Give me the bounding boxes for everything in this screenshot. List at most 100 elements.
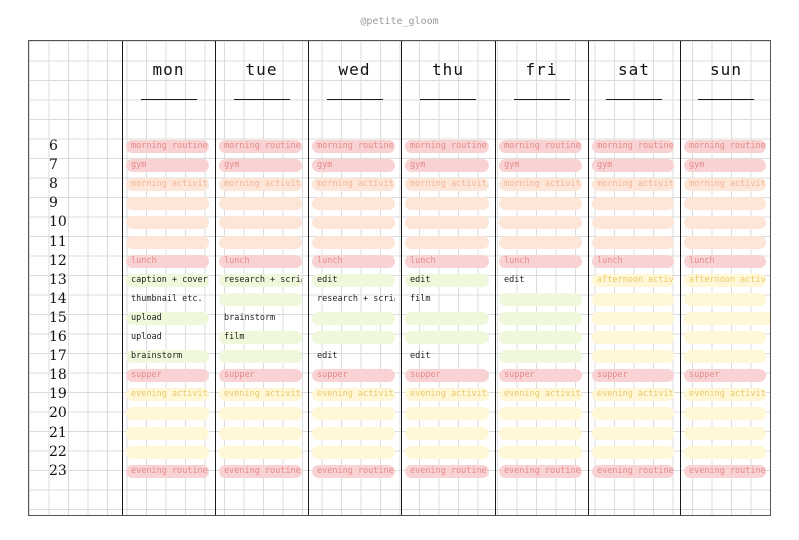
evening-activities-slot bbox=[219, 445, 302, 459]
morning-activities-slot bbox=[499, 216, 582, 230]
morning-activities-slot bbox=[312, 216, 395, 230]
evening-activities-block: evening activities bbox=[126, 388, 209, 402]
hour-label: 15 bbox=[49, 309, 67, 326]
afternoon-activities-slot bbox=[684, 331, 766, 344]
evening-activities-slot bbox=[499, 445, 582, 459]
supper-block: supper bbox=[405, 369, 489, 383]
lunch-block: lunch bbox=[405, 254, 489, 268]
task-block: brainstorm bbox=[224, 312, 276, 323]
morning-activities-block: morning activities bbox=[219, 178, 302, 192]
evening-routine-block: evening routine bbox=[684, 464, 766, 478]
evening-activities-slot bbox=[405, 426, 489, 440]
hour-label: 8 bbox=[49, 176, 58, 193]
morning-activities-block: morning activities bbox=[126, 178, 209, 192]
task-block: edit bbox=[312, 273, 395, 287]
gym-block: gym bbox=[592, 159, 674, 173]
morning-activities-slot bbox=[684, 197, 766, 211]
gym-block: gym bbox=[219, 159, 302, 173]
supper-block: supper bbox=[219, 369, 302, 383]
morning-activities-block: morning activities bbox=[312, 178, 395, 192]
day-underline bbox=[698, 99, 754, 100]
evening-activities-slot bbox=[312, 445, 395, 459]
morning-activities-slot bbox=[219, 235, 302, 249]
morning-routine-block: morning routine bbox=[499, 140, 582, 153]
day-header-fri: fri bbox=[495, 41, 588, 111]
morning-activities-slot bbox=[684, 235, 766, 249]
morning-routine-block: morning routine bbox=[405, 140, 489, 153]
morning-activities-slot bbox=[126, 216, 209, 230]
gym-block: gym bbox=[405, 159, 489, 173]
hour-label: 9 bbox=[49, 195, 58, 212]
evening-activities-slot bbox=[592, 426, 674, 440]
day-header-tue: tue bbox=[215, 41, 308, 111]
hour-label: 11 bbox=[49, 233, 67, 250]
day-underline bbox=[606, 99, 662, 100]
task-block: edit bbox=[405, 273, 489, 287]
morning-activities-slot bbox=[219, 197, 302, 211]
afternoon-activities-slot bbox=[592, 292, 674, 306]
evening-activities-slot bbox=[499, 426, 582, 440]
gym-block: gym bbox=[126, 159, 209, 173]
evening-activities-slot bbox=[219, 407, 302, 421]
morning-activities-slot bbox=[499, 235, 582, 249]
task-block: film bbox=[410, 293, 431, 304]
column-divider bbox=[308, 41, 309, 515]
day-name: tue bbox=[245, 60, 278, 79]
lunch-block: lunch bbox=[499, 254, 582, 268]
evening-activities-slot bbox=[126, 445, 209, 459]
hour-label: 20 bbox=[49, 405, 67, 422]
evening-activities-slot bbox=[405, 407, 489, 421]
afternoon-activities-slot bbox=[684, 350, 766, 364]
evening-activities-slot bbox=[312, 426, 395, 440]
afternoon-activities-slot bbox=[592, 331, 674, 344]
evening-routine-block: evening routine bbox=[219, 464, 302, 478]
hour-label: 10 bbox=[49, 214, 67, 231]
hour-label: 22 bbox=[49, 443, 67, 460]
evening-routine-block: evening routine bbox=[126, 464, 209, 478]
day-name: mon bbox=[152, 60, 185, 79]
afternoon-activities-slot bbox=[592, 350, 674, 364]
afternoon-slot bbox=[312, 331, 395, 344]
morning-activities-slot bbox=[405, 197, 489, 211]
afternoon-slot bbox=[499, 292, 582, 306]
evening-activities-slot bbox=[684, 407, 766, 421]
afternoon-slot bbox=[219, 350, 302, 364]
evening-activities-block: evening activities bbox=[499, 388, 582, 402]
hour-label: 23 bbox=[49, 462, 67, 479]
hour-label: 12 bbox=[49, 252, 67, 269]
day-underline bbox=[140, 99, 197, 100]
evening-activities-slot bbox=[684, 445, 766, 459]
morning-activities-block: morning activities bbox=[592, 178, 674, 192]
lunch-block: lunch bbox=[592, 254, 674, 268]
morning-routine-block: morning routine bbox=[684, 140, 766, 153]
day-header-wed: wed bbox=[308, 41, 401, 111]
day-header-sun: sun bbox=[680, 41, 770, 111]
watermark-handle: @petite_gloom bbox=[360, 16, 439, 27]
afternoon-slot bbox=[405, 331, 489, 344]
evening-activities-block: evening activities bbox=[684, 388, 766, 402]
evening-activities-slot bbox=[126, 407, 209, 421]
morning-routine-block: morning routine bbox=[312, 140, 395, 153]
day-name: wed bbox=[338, 60, 371, 79]
morning-activities-slot bbox=[312, 235, 395, 249]
morning-activities-slot bbox=[684, 216, 766, 230]
afternoon-activities-block: afternoon activities bbox=[592, 273, 674, 287]
afternoon-activities-slot bbox=[684, 311, 770, 325]
hour-label: 21 bbox=[49, 424, 67, 441]
task-block: research + script bbox=[219, 273, 302, 287]
afternoon-slot bbox=[219, 292, 302, 306]
column-divider bbox=[401, 41, 402, 515]
day-underline bbox=[513, 99, 570, 100]
morning-activities-slot bbox=[592, 216, 674, 230]
day-underline bbox=[233, 99, 290, 100]
lunch-block: lunch bbox=[219, 254, 302, 268]
supper-block: supper bbox=[499, 369, 582, 383]
afternoon-slot bbox=[405, 311, 489, 325]
task-block: thumbnail etc. bbox=[131, 293, 203, 304]
evening-routine-block: evening routine bbox=[312, 464, 395, 478]
afternoon-slot bbox=[312, 311, 395, 325]
day-underline bbox=[326, 99, 383, 100]
morning-activities-slot bbox=[592, 197, 674, 211]
evening-activities-slot bbox=[592, 445, 674, 459]
morning-activities-slot bbox=[405, 235, 489, 249]
